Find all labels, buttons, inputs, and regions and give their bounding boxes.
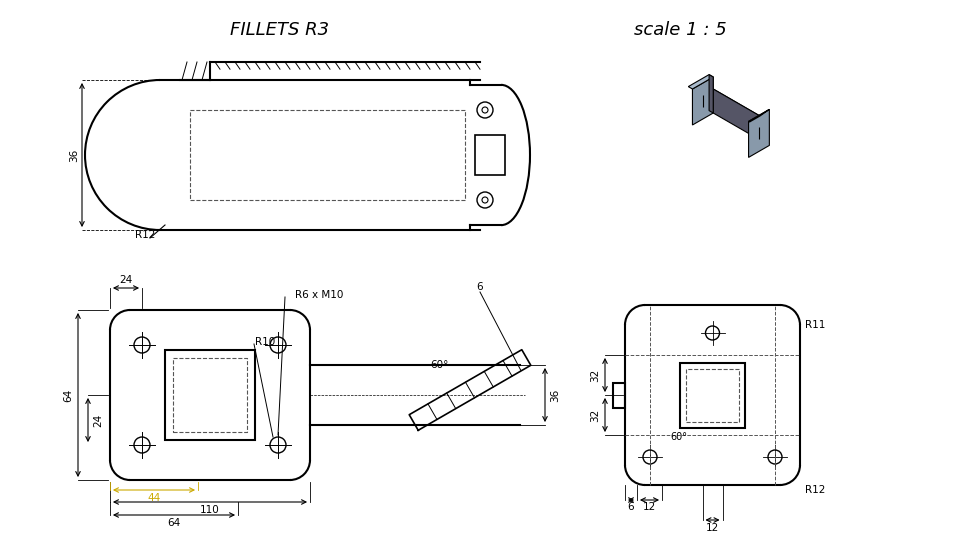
Text: 32: 32	[590, 368, 600, 382]
Bar	[475, 135, 505, 175]
Text: 60°: 60°	[430, 360, 448, 370]
Text: scale 1 : 5: scale 1 : 5	[634, 21, 727, 39]
Text: 12: 12	[706, 523, 719, 533]
Bar	[173, 358, 247, 432]
Polygon shape	[749, 110, 769, 157]
Text: 36: 36	[550, 388, 560, 402]
Bar	[613, 382, 625, 408]
Polygon shape	[750, 116, 760, 146]
Text: 6: 6	[477, 282, 483, 292]
Text: 24: 24	[119, 275, 132, 285]
Text: 6: 6	[628, 502, 635, 512]
Text: 36: 36	[69, 148, 79, 161]
Polygon shape	[749, 110, 769, 122]
Polygon shape	[708, 86, 760, 140]
Polygon shape	[692, 77, 713, 125]
Text: R10: R10	[255, 337, 276, 347]
Text: 64: 64	[63, 388, 73, 402]
Text: 110: 110	[200, 505, 220, 515]
Text: 44: 44	[148, 493, 160, 503]
Text: 24: 24	[93, 414, 103, 427]
Text: 32: 32	[590, 408, 600, 422]
Polygon shape	[709, 75, 713, 113]
Text: 12: 12	[642, 502, 656, 512]
Text: 64: 64	[167, 518, 180, 528]
Polygon shape	[688, 75, 713, 89]
Text: FILLETS R3: FILLETS R3	[230, 21, 329, 39]
Polygon shape	[698, 86, 760, 122]
Text: R12: R12	[135, 230, 156, 240]
Bar	[165, 350, 255, 440]
Bar	[686, 368, 739, 422]
Text: R12: R12	[805, 485, 826, 495]
Bar	[680, 362, 745, 428]
Bar	[190, 110, 465, 200]
Text: R11: R11	[805, 320, 826, 330]
Text: R6 x M10: R6 x M10	[295, 290, 344, 300]
Text: 60°: 60°	[670, 432, 687, 442]
